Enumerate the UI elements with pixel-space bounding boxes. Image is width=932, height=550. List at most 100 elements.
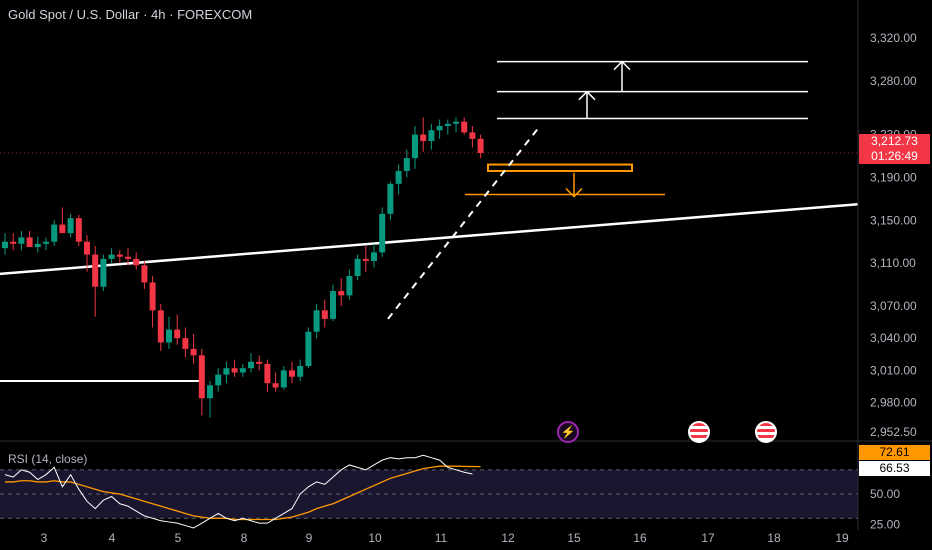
rsi-y-tick-label: 25.00 bbox=[870, 517, 900, 531]
dashed-projection-line bbox=[387, 125, 541, 320]
candle-body bbox=[2, 241, 8, 249]
candle-body bbox=[239, 368, 246, 373]
candle-body bbox=[100, 258, 107, 287]
candle-body bbox=[215, 374, 222, 386]
candle-body bbox=[18, 237, 25, 244]
candle-body bbox=[330, 291, 336, 319]
candle-body bbox=[305, 331, 312, 367]
candle-body bbox=[379, 213, 386, 253]
candle-body bbox=[174, 329, 181, 339]
rsi-pane bbox=[0, 454, 858, 529]
candle-body bbox=[26, 237, 33, 248]
candle-body bbox=[354, 258, 361, 277]
rsi-ma-value-tag: 72.61 bbox=[859, 445, 930, 460]
target-arrow-up-head bbox=[578, 90, 596, 101]
candle-body bbox=[84, 241, 90, 255]
x-tick-label: 4 bbox=[109, 531, 116, 545]
y-tick-label: 3,190.00 bbox=[870, 170, 917, 184]
us-flag-icon[interactable] bbox=[688, 421, 710, 443]
candle-body bbox=[395, 170, 402, 184]
candle-body bbox=[264, 363, 271, 384]
y-tick-label: 3,010.00 bbox=[870, 363, 917, 377]
candle-body bbox=[133, 258, 140, 266]
candle-body bbox=[149, 282, 156, 311]
candle-body bbox=[477, 138, 484, 154]
candle-body bbox=[289, 370, 295, 377]
x-tick-label: 9 bbox=[306, 531, 313, 545]
lightning-icon[interactable]: ⚡ bbox=[557, 421, 579, 443]
candle-body bbox=[362, 258, 369, 262]
candle-body bbox=[297, 366, 304, 377]
bar-countdown: 01:26:49 bbox=[871, 149, 918, 163]
candle-body bbox=[67, 218, 74, 234]
y-tick-label: 3,070.00 bbox=[870, 299, 917, 313]
y-tick-label: 2,952.50 bbox=[870, 425, 917, 439]
y-tick-label: 2,980.00 bbox=[870, 395, 917, 409]
candle-body bbox=[338, 291, 345, 296]
x-tick-label: 17 bbox=[701, 531, 715, 545]
candle-body bbox=[272, 383, 279, 388]
candle-body bbox=[43, 241, 49, 244]
candle-body bbox=[420, 134, 427, 141]
x-tick-label: 15 bbox=[567, 531, 581, 545]
candle-body bbox=[387, 183, 394, 214]
x-tick-label: 8 bbox=[241, 531, 248, 545]
candle-body bbox=[141, 265, 148, 283]
candle-body bbox=[223, 368, 230, 375]
candle-body bbox=[75, 218, 82, 242]
y-tick-label: 3,150.00 bbox=[870, 213, 917, 227]
candle-body bbox=[444, 123, 451, 126]
candle-body bbox=[412, 134, 418, 159]
rsi-value-tag: 66.53 bbox=[859, 461, 930, 476]
y-tick-label: 3,320.00 bbox=[870, 31, 917, 45]
candle-body bbox=[92, 254, 99, 287]
candle-body bbox=[453, 121, 459, 124]
candle-body bbox=[371, 252, 377, 262]
candle-body bbox=[166, 329, 172, 343]
x-tick-label: 3 bbox=[41, 531, 48, 545]
candle-body bbox=[51, 224, 58, 242]
rsi-line bbox=[4, 454, 473, 529]
rsi-ma-line bbox=[5, 465, 481, 521]
candle-body bbox=[403, 158, 410, 171]
last-price-tag: 3,212.73 01:26:49 bbox=[859, 134, 930, 164]
candle-body bbox=[34, 243, 41, 248]
price-pane bbox=[0, 60, 859, 418]
candle-body bbox=[116, 254, 123, 257]
candle-body bbox=[436, 125, 443, 131]
y-tick-label: 3,040.00 bbox=[870, 331, 917, 345]
support-trendline bbox=[0, 202, 859, 276]
candle-body bbox=[125, 256, 131, 259]
x-tick-label: 11 bbox=[435, 531, 448, 545]
candle-body bbox=[108, 254, 115, 259]
candle-body bbox=[182, 338, 189, 349]
candle-body bbox=[469, 132, 476, 139]
x-tick-label: 16 bbox=[633, 531, 647, 545]
x-tick-label: 5 bbox=[175, 531, 182, 545]
candle-body bbox=[10, 241, 17, 244]
chart-title: Gold Spot / U.S. Dollar · 4h · FOREXCOM bbox=[8, 7, 253, 22]
candle-body bbox=[256, 361, 263, 364]
rsi-y-tick-label: 50.00 bbox=[870, 487, 900, 501]
candle-body bbox=[321, 310, 328, 319]
candle-body bbox=[248, 361, 254, 369]
candle-body bbox=[198, 355, 205, 399]
candle-body bbox=[280, 370, 287, 388]
support-zone-box bbox=[487, 163, 633, 172]
last-price-value: 3,212.73 bbox=[871, 134, 918, 148]
candle-body bbox=[346, 276, 353, 296]
candle-body bbox=[190, 348, 197, 356]
candle-body bbox=[59, 224, 66, 234]
y-tick-label: 3,280.00 bbox=[870, 74, 917, 88]
candle-body bbox=[428, 130, 435, 141]
candle-body bbox=[231, 368, 238, 373]
x-tick-label: 18 bbox=[767, 531, 781, 545]
candle-body bbox=[313, 310, 320, 332]
support-arrow-down-head bbox=[565, 188, 583, 198]
rsi-indicator-label[interactable]: RSI (14, close) bbox=[8, 452, 88, 466]
x-tick-label: 19 bbox=[835, 531, 849, 545]
us-flag-icon[interactable] bbox=[755, 421, 777, 443]
candle-body bbox=[461, 121, 468, 133]
